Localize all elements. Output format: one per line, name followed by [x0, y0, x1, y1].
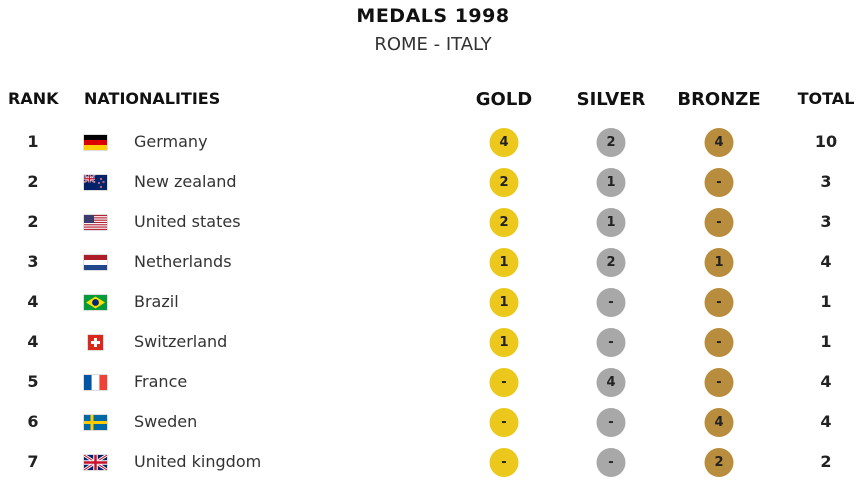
- header-gold: GOLD: [475, 89, 533, 110]
- country-name: New zealand: [134, 172, 237, 191]
- gold-medal-count: 2: [489, 168, 519, 197]
- bronze-medal-count: -: [704, 168, 734, 197]
- rank-cell: 5: [27, 372, 39, 391]
- gold-medal-count: 1: [489, 288, 519, 317]
- country-name: United states: [134, 212, 241, 231]
- rank-cell: 6: [27, 412, 39, 431]
- total-medal-count: 3: [820, 212, 832, 231]
- united-states-flag-icon: [84, 215, 107, 230]
- table-row: 4 Switzerland 1 - - 1: [0, 322, 866, 362]
- table-row: 6 Sweden - - 4 4: [0, 402, 866, 442]
- silver-medal-count: 1: [596, 168, 626, 197]
- netherlands-flag-icon: [84, 255, 107, 270]
- bronze-medal-count: 4: [704, 128, 734, 157]
- silver-medal-count: 2: [596, 248, 626, 277]
- table-row: 7 United kingdom - - 2 2: [0, 442, 866, 482]
- france-flag-icon: [84, 375, 107, 390]
- silver-medal-count: 4: [596, 368, 626, 397]
- new-zealand-flag-icon: [84, 175, 107, 190]
- table-row: 2 New zealand 2 1 - 3: [0, 162, 866, 202]
- gold-medal-count: 1: [489, 248, 519, 277]
- total-medal-count: 1: [820, 332, 832, 351]
- switzerland-flag-icon: [88, 335, 103, 350]
- table-row: 5 France - 4 - 4: [0, 362, 866, 402]
- bronze-medal-count: 2: [704, 448, 734, 477]
- header-bronze: BRONZE: [677, 89, 761, 110]
- total-medal-count: 4: [820, 372, 832, 391]
- total-medal-count: 2: [820, 452, 832, 471]
- table-row: 1 Germany 4 2 4 10: [0, 122, 866, 162]
- country-name: Brazil: [134, 292, 179, 311]
- total-medal-count: 4: [820, 252, 832, 271]
- germany-flag-icon: [84, 135, 107, 150]
- gold-medal-count: -: [489, 368, 519, 397]
- bronze-medal-count: -: [704, 288, 734, 317]
- header-silver: SILVER: [576, 89, 646, 110]
- total-medal-count: 1: [820, 292, 832, 311]
- united-kingdom-flag-icon: [84, 455, 107, 470]
- page-title: MEDALS 1998: [356, 5, 510, 27]
- rank-cell: 2: [27, 172, 39, 191]
- bronze-medal-count: 1: [704, 248, 734, 277]
- silver-medal-count: 2: [596, 128, 626, 157]
- rank-cell: 1: [27, 132, 39, 151]
- gold-medal-count: 2: [489, 208, 519, 237]
- rank-cell: 4: [27, 292, 39, 311]
- gold-medal-count: 1: [489, 328, 519, 357]
- sweden-flag-icon: [84, 415, 107, 430]
- total-medal-count: 4: [820, 412, 832, 431]
- country-name: Netherlands: [134, 252, 232, 271]
- header-total: TOTAL: [797, 89, 855, 108]
- country-name: Sweden: [134, 412, 198, 431]
- silver-medal-count: 1: [596, 208, 626, 237]
- header-nationalities: NATIONALITIES: [84, 89, 221, 108]
- silver-medal-count: -: [596, 288, 626, 317]
- bronze-medal-count: -: [704, 328, 734, 357]
- total-medal-count: 10: [814, 132, 838, 151]
- rank-cell: 7: [27, 452, 39, 471]
- gold-medal-count: 4: [489, 128, 519, 157]
- table-row: 4 Brazil 1 - - 1: [0, 282, 866, 322]
- rank-cell: 4: [27, 332, 39, 351]
- page-subtitle: ROME - ITALY: [374, 34, 492, 55]
- silver-medal-count: -: [596, 328, 626, 357]
- bronze-medal-count: 4: [704, 408, 734, 437]
- silver-medal-count: -: [596, 408, 626, 437]
- country-name: Switzerland: [134, 332, 228, 351]
- gold-medal-count: -: [489, 408, 519, 437]
- table-row: 3 Netherlands 1 2 1 4: [0, 242, 866, 282]
- brazil-flag-icon: [84, 295, 107, 310]
- silver-medal-count: -: [596, 448, 626, 477]
- gold-medal-count: -: [489, 448, 519, 477]
- table-row: 2 United states 2 1 - 3: [0, 202, 866, 242]
- rank-cell: 3: [27, 252, 39, 271]
- country-name: United kingdom: [134, 452, 262, 471]
- country-name: France: [134, 372, 188, 391]
- country-name: Germany: [134, 132, 208, 151]
- rank-cell: 2: [27, 212, 39, 231]
- header-rank: RANK: [8, 89, 59, 108]
- bronze-medal-count: -: [704, 208, 734, 237]
- total-medal-count: 3: [820, 172, 832, 191]
- bronze-medal-count: -: [704, 368, 734, 397]
